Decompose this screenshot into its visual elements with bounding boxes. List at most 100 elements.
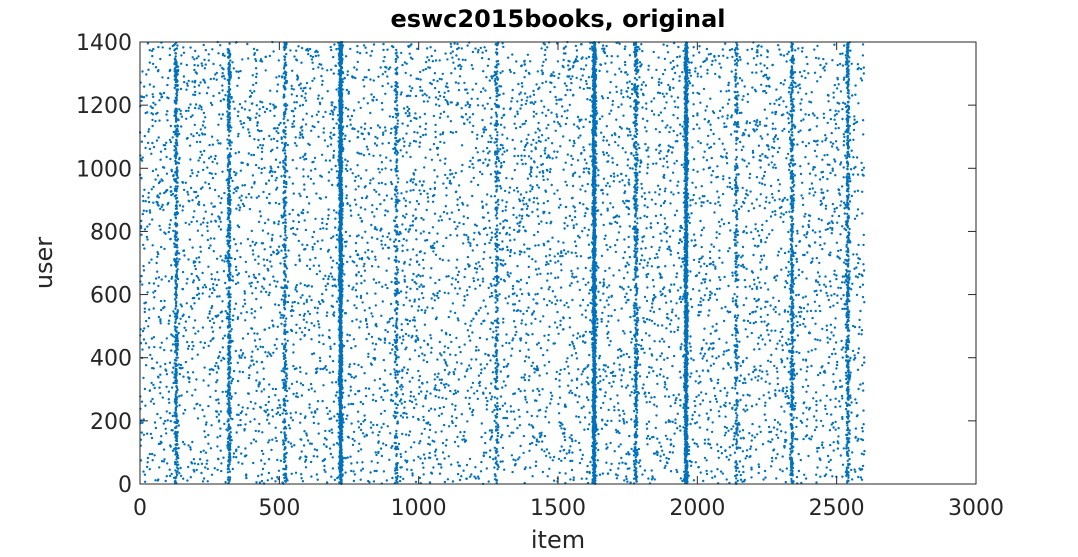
data-point: [411, 305, 413, 307]
data-point: [436, 358, 438, 360]
data-point: [314, 390, 316, 392]
data-point: [415, 335, 417, 337]
data-point: [673, 432, 675, 434]
data-point: [689, 199, 691, 201]
data-point: [445, 237, 447, 239]
data-point: [576, 357, 578, 359]
data-point: [353, 109, 355, 111]
data-point: [720, 470, 722, 472]
data-point: [488, 150, 490, 152]
data-point: [505, 177, 507, 179]
data-point: [602, 151, 604, 153]
data-point: [199, 404, 201, 406]
data-point: [726, 162, 728, 164]
data-point: [298, 254, 300, 256]
data-point: [323, 127, 325, 129]
data-point: [821, 441, 823, 443]
data-point: [774, 214, 776, 216]
data-point: [546, 261, 548, 263]
data-point: [313, 231, 315, 233]
data-point: [412, 220, 414, 222]
data-point: [666, 45, 668, 47]
data-point: [166, 462, 168, 464]
data-point: [462, 304, 464, 306]
data-point: [674, 402, 676, 404]
data-point: [675, 315, 677, 317]
data-point: [481, 135, 483, 137]
data-point: [842, 64, 844, 66]
data-point: [559, 373, 561, 375]
data-point: [611, 134, 613, 136]
data-point: [193, 58, 195, 60]
data-point: [375, 282, 377, 284]
data-point: [429, 443, 431, 445]
data-point: [614, 450, 616, 452]
data-point: [428, 96, 430, 98]
data-point: [701, 229, 703, 231]
data-point: [208, 144, 210, 146]
data-point: [299, 422, 301, 424]
data-point: [837, 427, 839, 429]
data-point: [718, 457, 720, 459]
data-point: [620, 103, 622, 105]
data-point: [221, 259, 223, 261]
data-point: [530, 322, 532, 324]
data-point: [429, 334, 431, 336]
data-point: [850, 411, 852, 413]
data-point: [165, 480, 167, 482]
data-point: [644, 296, 646, 298]
data-point: [235, 269, 237, 271]
data-point: [153, 282, 155, 284]
data-point: [610, 110, 612, 112]
data-point: [813, 114, 815, 116]
data-point: [524, 155, 526, 157]
data-point: [185, 110, 187, 112]
data-point: [465, 234, 467, 236]
data-point: [609, 202, 611, 204]
data-point: [160, 435, 162, 437]
data-point: [756, 198, 758, 200]
data-point: [624, 184, 626, 186]
data-point: [409, 288, 411, 290]
data-point: [530, 102, 532, 104]
data-point: [812, 229, 814, 231]
data-point: [603, 278, 605, 280]
data-point: [514, 169, 516, 171]
data-point: [599, 299, 601, 301]
data-point: [372, 342, 374, 344]
data-point: [651, 77, 653, 79]
data-point: [156, 256, 158, 258]
data-point: [673, 283, 675, 285]
data-point: [309, 442, 311, 444]
data-point: [649, 258, 651, 260]
data-point: [718, 338, 720, 340]
data-point: [857, 352, 859, 354]
data-point: [447, 259, 449, 261]
data-point: [210, 447, 212, 449]
data-point: [429, 452, 431, 454]
data-point: [833, 293, 835, 295]
data-point: [772, 138, 774, 140]
data-point: [471, 195, 473, 197]
data-point: [182, 478, 184, 480]
data-point: [519, 350, 521, 352]
data-point: [478, 309, 480, 311]
data-point: [537, 215, 539, 217]
data-point: [662, 93, 664, 95]
data-point: [186, 278, 188, 280]
data-point: [477, 51, 479, 53]
data-point: [214, 365, 216, 367]
data-point: [476, 98, 478, 100]
data-point: [672, 172, 674, 174]
data-point: [799, 165, 801, 167]
data-point: [291, 126, 293, 128]
data-point: [600, 318, 602, 320]
data-point: [856, 440, 858, 442]
data-point: [578, 395, 580, 397]
data-point: [310, 299, 312, 301]
data-point: [861, 468, 863, 470]
data-point: [494, 301, 496, 303]
data-point: [265, 291, 267, 293]
data-point: [855, 402, 857, 404]
data-point: [194, 124, 196, 126]
